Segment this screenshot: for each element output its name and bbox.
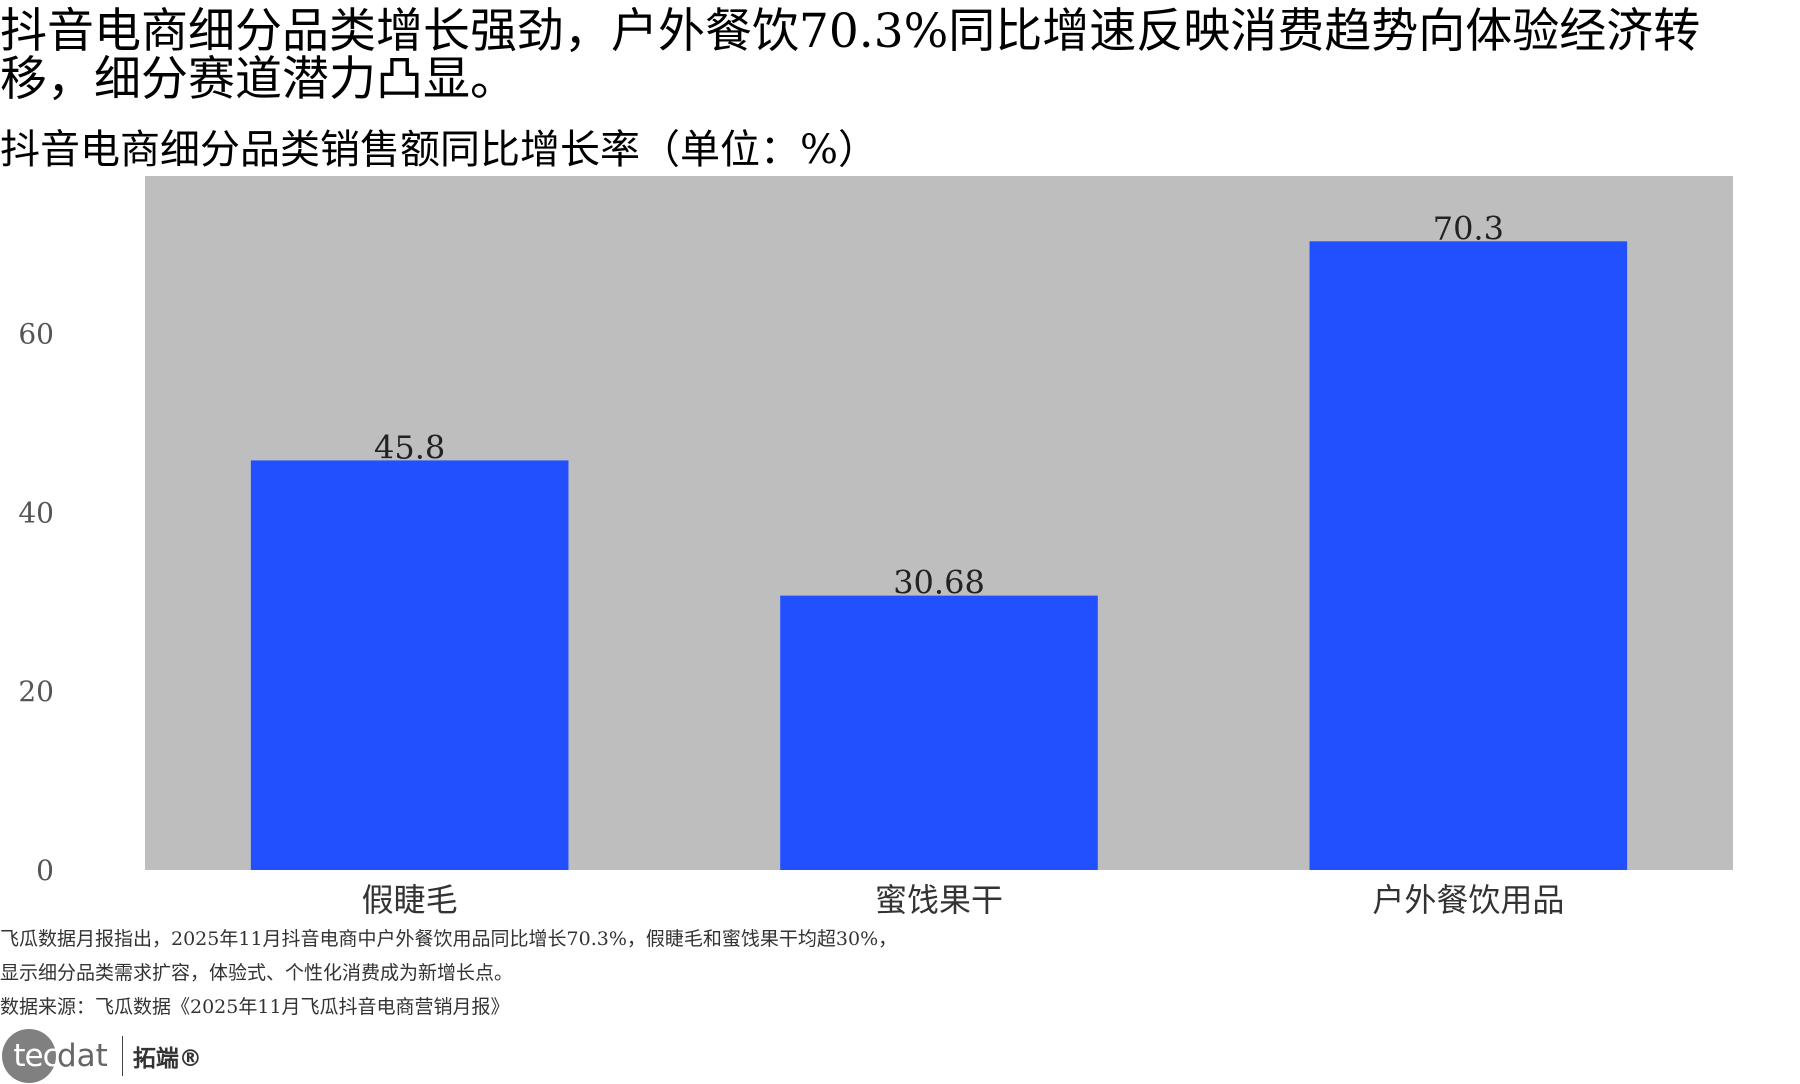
x-tick-label: 假睫毛 bbox=[362, 881, 458, 919]
x-tick-label: 户外餐饮用品 bbox=[1372, 881, 1564, 919]
data-labels-group: 45.8 30.68 70.3 bbox=[374, 209, 1504, 601]
logo-text-dat: dat bbox=[57, 1038, 108, 1074]
y-tick-label: 20 bbox=[18, 675, 54, 708]
logo-divider bbox=[121, 1036, 123, 1076]
source-note: 数据来源：飞瓜数据《2025年11月飞瓜抖音电商营销月报》 bbox=[0, 996, 510, 1018]
bar-chart: 0 20 40 60 45.8 30.68 70.3 假睫毛 蜜饯果干 户外餐饮用品 bbox=[18, 176, 1733, 919]
x-axis-ticks: 假睫毛 蜜饯果干 户外餐饮用品 bbox=[362, 881, 1565, 919]
chart-subtitle: 抖音电商细分品类销售额同比增长率（单位：%） bbox=[0, 127, 879, 173]
y-tick-label: 40 bbox=[18, 496, 54, 529]
bar bbox=[250, 460, 569, 870]
logo-text-cn: 拓端® bbox=[132, 1046, 202, 1072]
y-tick-label: 0 bbox=[36, 854, 54, 887]
bar bbox=[780, 595, 1098, 870]
footnote-line-1: 飞瓜数据月报指出，2025年11月抖音电商中户外餐饮用品同比增长70.3%，假睫… bbox=[0, 928, 898, 950]
y-tick-label: 60 bbox=[18, 317, 54, 350]
logo-text-tec: tec bbox=[13, 1038, 59, 1074]
x-tick-label: 蜜饯果干 bbox=[875, 881, 1003, 919]
logo-circle: tec bbox=[2, 1029, 60, 1083]
footnote-line-2: 显示细分品类需求扩容，体验式、个性化消费成为新增长点。 bbox=[0, 962, 514, 984]
headline: 抖音电商细分品类增长强劲，户外餐饮70.3%同比增速反映消费趋势向体验经济转移，… bbox=[0, 4, 1701, 107]
bar bbox=[1309, 241, 1628, 871]
y-axis-ticks: 0 20 40 60 bbox=[18, 317, 54, 887]
brand-logo: tec dat 拓端® bbox=[2, 1028, 202, 1084]
footnotes: 飞瓜数据月报指出，2025年11月抖音电商中户外餐饮用品同比增长70.3%，假睫… bbox=[0, 922, 897, 1024]
bars-group bbox=[250, 241, 1628, 871]
bar-value-label: 70.3 bbox=[1433, 209, 1504, 247]
bar-value-label: 45.8 bbox=[374, 428, 445, 466]
bar-value-label: 30.68 bbox=[893, 564, 985, 602]
